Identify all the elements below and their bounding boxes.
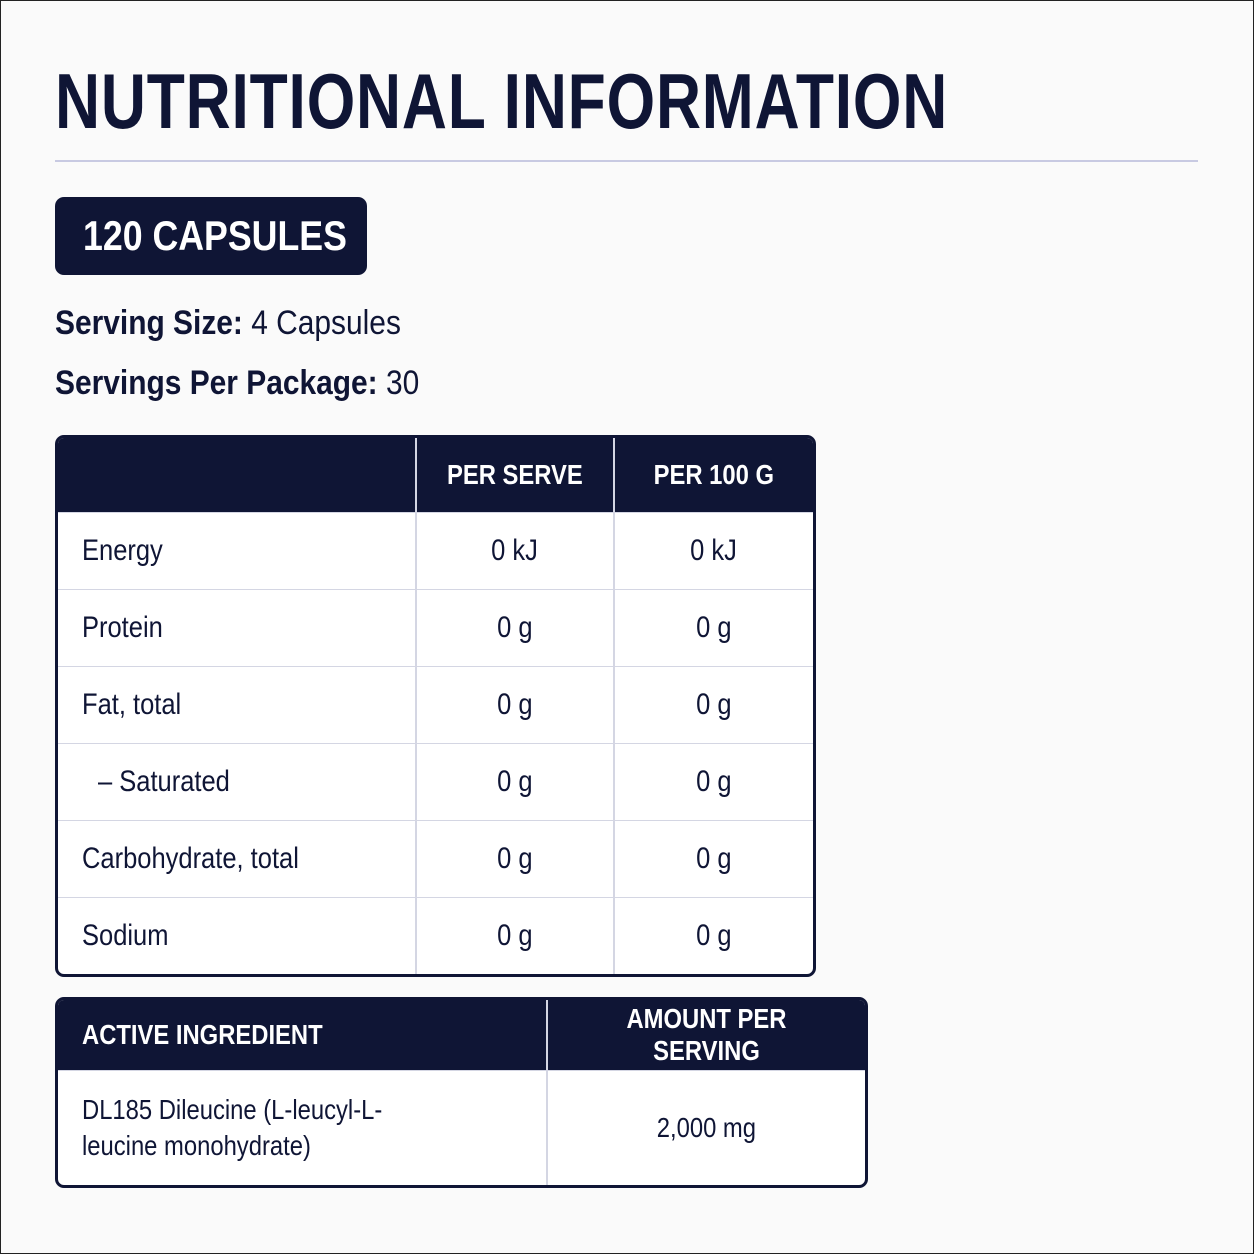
header-row: ACTIVE INGREDIENT AMOUNT PER SERVING	[58, 1000, 865, 1070]
cell: 0 g	[415, 820, 613, 897]
cell-text: Energy	[82, 534, 163, 567]
row-label: Fat, total	[58, 666, 415, 743]
row-label: Energy	[58, 512, 415, 589]
cell: 0 kJ	[415, 512, 613, 589]
cell: 0 g	[415, 897, 613, 974]
row: Fat, total 0 g 0 g	[58, 666, 813, 743]
row-label: Carbohydrate, total	[58, 820, 415, 897]
cell-text: 0 g	[497, 919, 533, 952]
divider	[55, 160, 1198, 162]
header-text: AMOUNT PER SERVING	[626, 1003, 787, 1066]
row-label: Sodium	[58, 897, 415, 974]
header-cell: PER SERVE	[415, 438, 613, 512]
cell-text: 0 kJ	[491, 534, 539, 567]
cell: 0 g	[613, 820, 813, 897]
cell-text: 0 g	[696, 688, 732, 721]
cell-text: Carbohydrate, total	[82, 842, 299, 875]
cell: 0 g	[613, 589, 813, 666]
serving-value: 30	[385, 364, 420, 402]
header-text: ACTIVE INGREDIENT	[82, 1019, 323, 1050]
cell: 0 g	[415, 743, 613, 820]
serving-line: Servings Per Package: 30	[55, 364, 419, 403]
cell-text: Protein	[82, 611, 163, 644]
serving-line: Serving Size: 4 Capsules	[55, 304, 401, 343]
title: NUTRITIONAL INFORMATION	[55, 57, 949, 145]
cell: 0 g	[613, 666, 813, 743]
row: Energy 0 kJ 0 kJ	[58, 512, 813, 589]
serving-label: Servings Per Package:	[55, 364, 378, 402]
row-label: – Saturated	[58, 743, 415, 820]
badge-text: 120 CAPSULES	[83, 212, 347, 259]
cell-text: 0 g	[696, 919, 732, 952]
cell-text: 0 g	[696, 842, 732, 875]
cell: 0 g	[415, 666, 613, 743]
nutrition-table: PER SERVE PER 100 G Energy 0 kJ 0 kJ Protein…	[55, 435, 816, 977]
row: Carbohydrate, total 0 g 0 g	[58, 820, 813, 897]
cell-text: 0 kJ	[690, 534, 738, 567]
header-text: PER 100 G	[653, 459, 775, 490]
row: Sodium 0 g 0 g	[58, 897, 813, 974]
cell-text: 0 g	[497, 688, 533, 721]
cell: 0 g	[613, 897, 813, 974]
header-cell	[58, 438, 415, 512]
cell-text: 0 g	[497, 611, 533, 644]
row-label: Protein	[58, 589, 415, 666]
cell-text: Sodium	[82, 919, 169, 952]
row-label: DL185 Dileucine (L-leucyl-L-leucine mono…	[58, 1070, 546, 1185]
header-cell: ACTIVE INGREDIENT	[58, 1000, 546, 1070]
row: DL185 Dileucine (L-leucyl-L-leucine mono…	[58, 1070, 865, 1185]
cell-text: 0 g	[497, 765, 533, 798]
cell: 0 g	[415, 589, 613, 666]
serving-value: 4 Capsules	[251, 304, 401, 342]
cell-text: 0 g	[497, 842, 533, 875]
header-cell: AMOUNT PER SERVING	[546, 1000, 865, 1070]
cell-text: DL185 Dileucine (L-leucyl-L-leucine mono…	[82, 1094, 383, 1161]
cell: 0 kJ	[613, 512, 813, 589]
cell-text: Fat, total	[82, 688, 182, 721]
cell: 2,000 mg	[546, 1070, 865, 1185]
cell-text: 0 g	[696, 611, 732, 644]
cell-text: 2,000 mg	[656, 1112, 757, 1143]
cell: 0 g	[613, 743, 813, 820]
ingredient-table: ACTIVE INGREDIENT AMOUNT PER SERVING DL18…	[55, 997, 868, 1188]
header-row: PER SERVE PER 100 G	[58, 438, 813, 512]
cell-text: 0 g	[696, 765, 732, 798]
header-text: PER SERVE	[447, 459, 583, 490]
serving-label: Serving Size:	[55, 304, 243, 342]
row: – Saturated 0 g 0 g	[58, 743, 813, 820]
header-cell: PER 100 G	[613, 438, 813, 512]
row: Protein 0 g 0 g	[58, 589, 813, 666]
badge: 120 CAPSULES	[55, 197, 367, 275]
cell-text: – Saturated	[98, 765, 230, 798]
